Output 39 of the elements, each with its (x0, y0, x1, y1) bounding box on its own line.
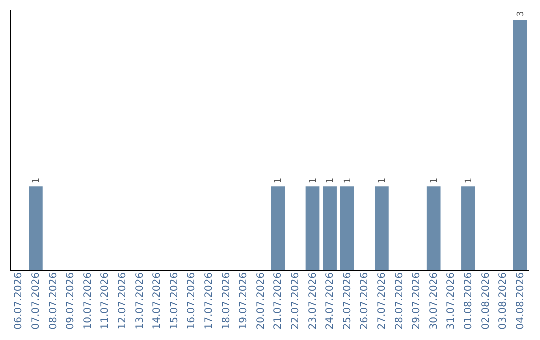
x-tick-label: 03.08.2026 (498, 272, 510, 330)
x-tick-label: 16.07.2026 (186, 272, 198, 330)
data-label: 1 (343, 178, 354, 184)
x-tick-label: 24.07.2026 (325, 272, 336, 330)
x-tick-label: 06.07.2026 (14, 272, 25, 330)
x-tick-label: 29.07.2026 (412, 272, 423, 330)
x-tick-label: 09.07.2026 (66, 272, 77, 330)
data-label: 1 (430, 178, 440, 184)
x-tick-label: 02.08.2026 (480, 272, 492, 330)
x-tick-label: 22.07.2026 (290, 272, 302, 330)
x-tick-label: 10.07.2026 (82, 272, 94, 330)
x-tick-label: 19.07.2026 (238, 272, 250, 330)
x-tick-label: 30.07.2026 (428, 272, 440, 330)
x-tick-label: 28.07.2026 (394, 272, 406, 330)
data-label: 1 (378, 178, 388, 184)
x-tick-label: 13.07.2026 (134, 272, 146, 330)
x-tick-label: 20.07.2026 (256, 272, 267, 330)
data-label: 1 (32, 178, 42, 184)
x-tick-label: 11.07.2026 (100, 272, 112, 330)
x-tick-label: 31.07.2026 (446, 272, 458, 330)
x-tick-label: 01.08.2026 (463, 272, 474, 330)
data-label: 3 (516, 11, 526, 17)
data-label: 1 (308, 178, 319, 184)
x-tick-label: 08.07.2026 (48, 272, 60, 330)
x-tick-label: 23.07.2026 (308, 272, 319, 330)
x-tick-label: 21.07.2026 (273, 272, 284, 330)
data-label: 1 (326, 178, 336, 184)
data-label: 1 (464, 178, 474, 184)
x-tick-label: 14.07.2026 (152, 272, 164, 330)
x-tick-label: 18.07.2026 (221, 272, 232, 330)
x-tick-label: 12.07.2026 (117, 272, 128, 330)
x-tick-label: 17.07.2026 (204, 272, 215, 330)
x-tick-label: 25.07.2026 (342, 272, 354, 330)
data-label: 1 (274, 178, 284, 184)
x-tick-label: 15.07.2026 (169, 272, 180, 330)
x-tick-label: 07.07.2026 (30, 272, 42, 330)
x-tick-label: 26.07.2026 (360, 272, 371, 330)
x-tick-label: 04.08.2026 (515, 272, 526, 330)
x-tick-label: 27.07.2026 (376, 272, 388, 330)
